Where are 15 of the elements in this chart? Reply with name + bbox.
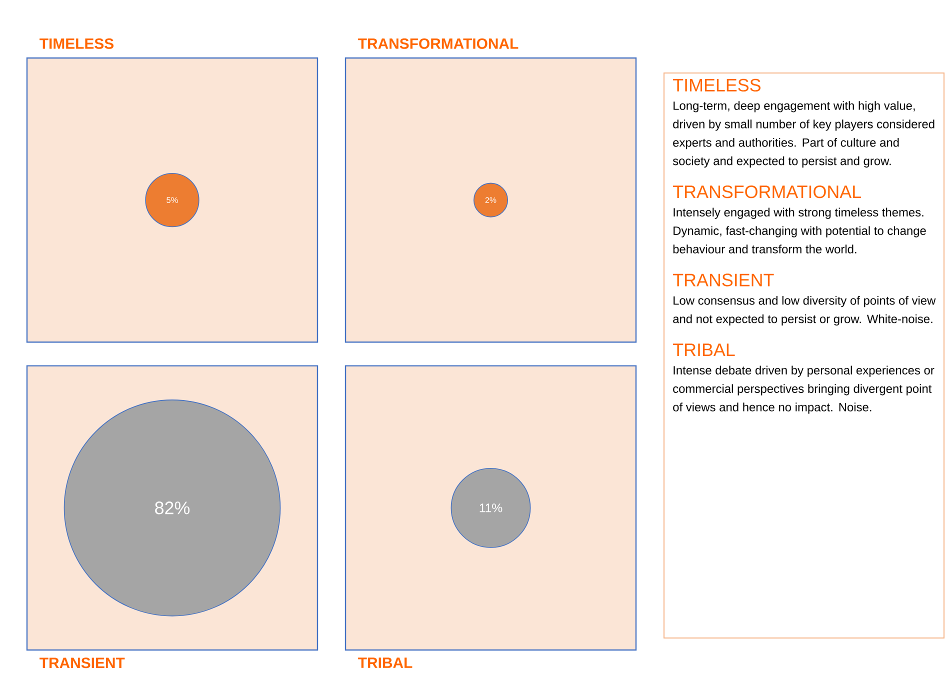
text: TRIBAL (673, 344, 735, 356)
text: Intense debate driven by personal experiences or commercial perspectives bringing divergent point of views and hence no impact. Noise. (673, 366, 934, 414)
data-label: 11% (480, 504, 502, 512)
category-label: TRIBAL (358, 658, 412, 668)
text: TIMELESS (673, 78, 760, 92)
data-label: 5% (166, 197, 178, 203)
text: Low consensus and low diversity of points of view and not expected to persist or grow. White-noise. (673, 296, 936, 326)
category-label: TIMELESS (40, 38, 114, 49)
text: Long-term, deep engagement with high value, driven by small number of key players considered experts and authorities. Part of culture and society and expected to persist and grow. (672, 101, 934, 168)
text: Intensely engaged with strong timeless themes. Dynamic, fast-changing with potential to change behaviour and transform the world. (673, 208, 926, 254)
data-label: 82% (155, 502, 190, 514)
category-label: TRANSFORMATIONAL (358, 38, 518, 49)
text: TRANSIENT (673, 274, 774, 286)
text: TRANSFORMATIONAL (673, 185, 861, 198)
category-label: TRANSIENT (40, 658, 125, 668)
